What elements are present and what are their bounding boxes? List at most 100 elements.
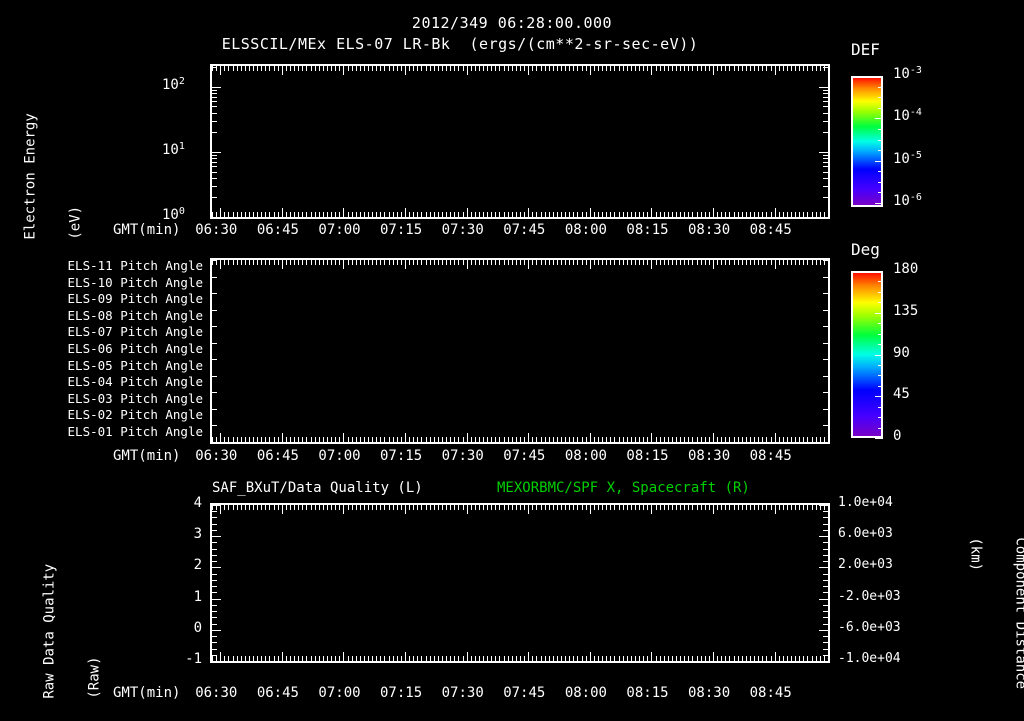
axis-tick: [356, 260, 357, 265]
axis-tick: [405, 208, 406, 217]
panel3-left-axis-label-text: Raw Data Quality: [42, 564, 58, 699]
axis-tick: [384, 656, 385, 661]
axis-tick: [512, 437, 513, 442]
axis-tick: [269, 505, 270, 510]
axis-tick: [233, 260, 234, 265]
axis-tick: [676, 505, 677, 510]
axis-tick: [302, 656, 303, 661]
axis-tick: [565, 212, 566, 217]
axis-tick: [265, 260, 266, 265]
axis-tick: [598, 66, 599, 71]
axis-tick: [823, 592, 828, 593]
axis-tick: [413, 66, 414, 71]
axis-tick: [491, 66, 492, 71]
axis-tick: [775, 505, 776, 514]
axis-tick: [823, 359, 828, 360]
axis-tick: [623, 260, 624, 265]
axis-tick: [520, 656, 521, 661]
axis-tick: [343, 652, 344, 661]
axis-tick: [746, 212, 747, 217]
axis-tick: [348, 66, 349, 71]
axis-tick: [536, 66, 537, 71]
axis-tick: [475, 656, 476, 661]
axis-tick: [602, 656, 603, 661]
left-y-tick-label: -1: [160, 652, 202, 666]
x-tick-label: 08:45: [750, 686, 792, 700]
axis-tick: [878, 118, 883, 119]
axis-tick: [343, 260, 344, 269]
axis-tick: [729, 505, 730, 510]
axis-tick: [602, 505, 603, 510]
axis-tick: [446, 66, 447, 71]
pitch-angle-row-label: ELS-05 Pitch Angle: [0, 360, 203, 373]
axis-tick: [524, 437, 525, 442]
axis-tick: [368, 212, 369, 217]
axis-tick: [577, 505, 578, 510]
axis-tick: [393, 66, 394, 71]
axis-tick: [508, 212, 509, 217]
axis-tick: [306, 437, 307, 442]
axis-tick: [561, 260, 562, 265]
axis-tick: [582, 66, 583, 71]
axis-tick: [672, 66, 673, 71]
axis-tick: [228, 66, 229, 71]
axis-tick: [343, 66, 344, 75]
axis-tick: [302, 260, 303, 265]
axis-tick: [878, 313, 883, 314]
axis-tick: [294, 437, 295, 442]
axis-tick: [532, 656, 533, 661]
axis-tick: [656, 212, 657, 217]
axis-tick: [495, 66, 496, 71]
axis-tick: [598, 656, 599, 661]
axis-tick: [807, 66, 808, 71]
axis-tick: [372, 212, 373, 217]
axis-tick: [734, 656, 735, 661]
axis-tick: [360, 66, 361, 71]
axis-tick: [282, 652, 283, 661]
axis-tick: [705, 437, 706, 442]
axis-tick: [684, 66, 685, 71]
axis-tick: [261, 505, 262, 510]
axis-tick: [623, 66, 624, 71]
axis-tick: [458, 656, 459, 661]
axis-tick: [717, 437, 718, 442]
axis-tick: [586, 505, 587, 510]
axis-tick: [619, 437, 620, 442]
axis-tick: [417, 66, 418, 71]
axis-tick: [467, 433, 468, 442]
axis-tick: [676, 212, 677, 217]
axis-tick: [569, 505, 570, 510]
axis-tick: [594, 260, 595, 265]
axis-tick: [660, 437, 661, 442]
axis-tick: [721, 212, 722, 217]
axis-tick: [463, 505, 464, 510]
axis-tick: [878, 386, 883, 387]
axis-tick: [619, 66, 620, 71]
axis-tick: [627, 505, 628, 510]
axis-tick: [368, 656, 369, 661]
axis-tick: [536, 656, 537, 661]
axis-tick: [311, 505, 312, 510]
axis-tick: [775, 66, 776, 75]
axis-tick: [828, 505, 829, 510]
axis-tick: [742, 437, 743, 442]
axis-tick: [372, 260, 373, 265]
axis-tick: [750, 437, 751, 442]
panel2-frame: [210, 258, 830, 444]
axis-tick: [253, 437, 254, 442]
pitch-angle-row-label: ELS-10 Pitch Angle: [0, 277, 203, 290]
axis-tick: [823, 555, 828, 556]
axis-tick: [475, 437, 476, 442]
axis-tick: [878, 281, 883, 282]
axis-tick: [610, 212, 611, 217]
axis-tick: [635, 66, 636, 71]
axis-tick: [541, 437, 542, 442]
y-tick-label: 102: [162, 78, 185, 92]
axis-tick: [520, 260, 521, 265]
axis-tick: [454, 437, 455, 442]
axis-tick: [569, 212, 570, 217]
axis-tick: [356, 656, 357, 661]
axis-tick: [212, 197, 217, 198]
axis-tick: [614, 212, 615, 217]
axis-tick: [660, 260, 661, 265]
